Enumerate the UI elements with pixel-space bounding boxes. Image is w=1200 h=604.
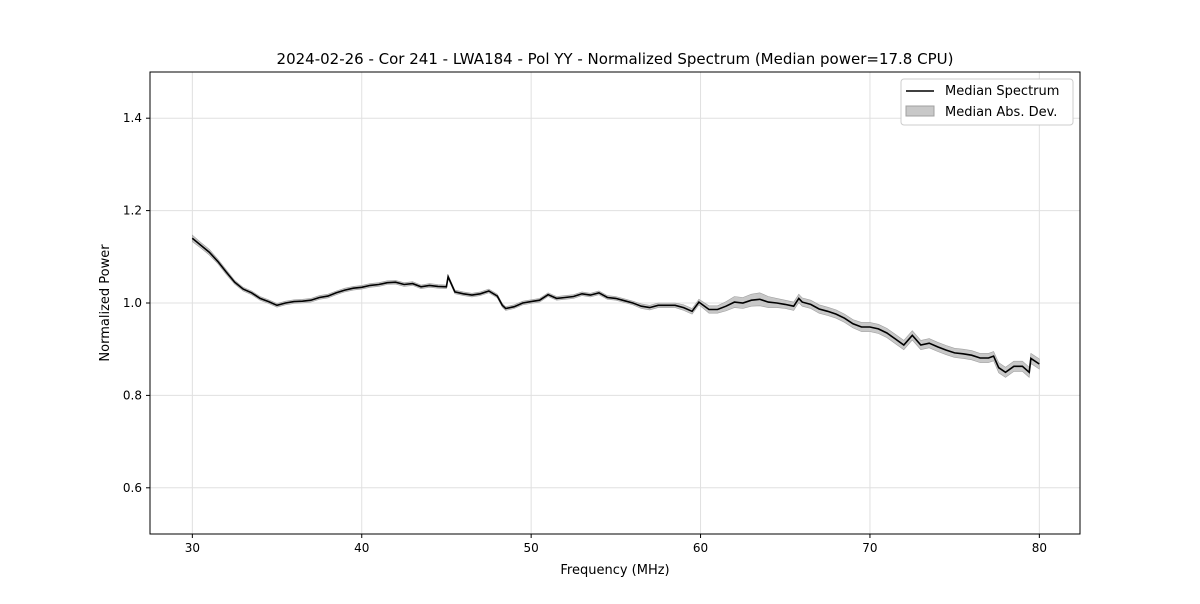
x-tick-label: 50 xyxy=(524,541,539,555)
x-tick-label: 30 xyxy=(185,541,200,555)
y-tick-label: 1.2 xyxy=(123,204,142,218)
y-tick-label: 0.6 xyxy=(123,481,142,495)
x-tick-label: 80 xyxy=(1032,541,1047,555)
ticks: 30 40 50 60 70 80 0.6 0.8 1.0 1.2 1.4 xyxy=(123,111,1047,555)
legend: Median Spectrum Median Abs. Dev. xyxy=(900,78,1074,126)
median-spectrum-line xyxy=(191,237,1040,374)
y-axis-label: Normalized Power xyxy=(98,244,113,362)
legend-median-spectrum: Median Spectrum xyxy=(945,84,1059,99)
legend-frame xyxy=(900,78,1074,126)
grid xyxy=(150,72,1080,534)
legend-band-swatch xyxy=(905,105,935,117)
x-tick-label: 70 xyxy=(862,541,877,555)
chart-title: 2024-02-26 - Cor 241 - LWA184 - Pol YY -… xyxy=(277,50,954,68)
x-tick-label: 60 xyxy=(693,541,708,555)
x-axis-label: Frequency (MHz) xyxy=(560,563,669,578)
y-tick-label: 1.4 xyxy=(123,111,142,125)
y-tick-label: 1.0 xyxy=(123,296,142,310)
mad-band xyxy=(192,234,1040,379)
y-tick-label: 0.8 xyxy=(123,388,142,402)
x-tick-label: 40 xyxy=(354,541,369,555)
legend-median-abs-dev: Median Abs. Dev. xyxy=(945,105,1057,120)
